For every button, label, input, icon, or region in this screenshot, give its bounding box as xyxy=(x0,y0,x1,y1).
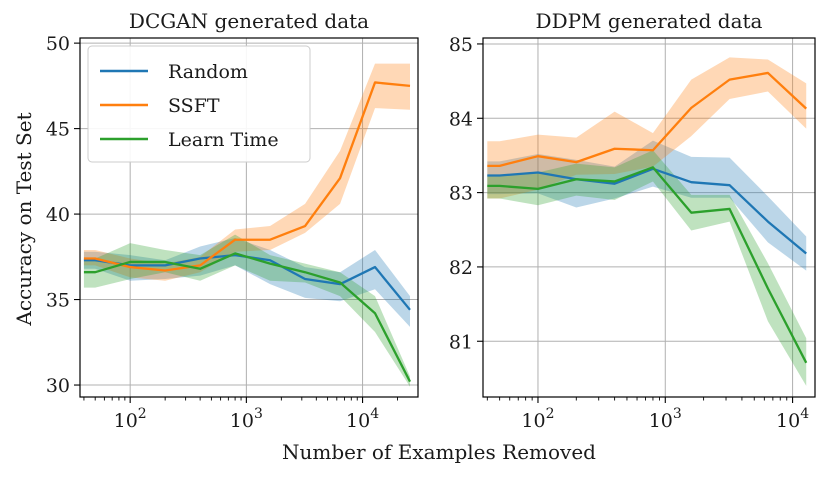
x-tick-label-base: 10 xyxy=(230,410,254,432)
y-tick-label: 83 xyxy=(449,183,473,205)
band-ssft xyxy=(487,57,807,199)
x-tick-label: 103 xyxy=(649,406,682,432)
axes-frame xyxy=(482,37,816,398)
x-tick-label-base: 10 xyxy=(521,410,545,432)
x-tick-label-base: 10 xyxy=(649,410,673,432)
band-learn_time xyxy=(83,234,411,387)
x-tick-label-exponent: 2 xyxy=(138,406,147,422)
x-tick-label-exponent: 3 xyxy=(254,406,263,422)
legend-label-ssft: SSFT xyxy=(168,95,220,117)
y-tick-label: 85 xyxy=(449,34,473,56)
y-tick-label: 45 xyxy=(46,119,70,141)
x-tick-label-base: 10 xyxy=(346,410,370,432)
axes-frame xyxy=(79,37,419,398)
x-tick-label-exponent: 4 xyxy=(370,406,379,422)
band-ssft xyxy=(83,63,411,281)
panel-title: DCGAN generated data xyxy=(129,9,369,33)
legend-label-learn_time: Learn Time xyxy=(168,129,279,151)
legend-box xyxy=(87,45,311,163)
band-random xyxy=(487,140,807,271)
y-tick-label: 40 xyxy=(46,204,70,226)
y-tick-label: 81 xyxy=(449,331,473,353)
x-tick-label-base: 10 xyxy=(776,410,800,432)
legend: Random SSFT Learn Time xyxy=(87,45,311,163)
x-axis-label: Number of Examples Removed xyxy=(282,440,596,464)
x-tick-label: 103 xyxy=(230,406,263,432)
y-tick-label: 84 xyxy=(449,108,473,130)
y-tick-label: 82 xyxy=(449,257,473,279)
x-tick-label: 104 xyxy=(776,406,809,432)
series-line-learn_time xyxy=(487,166,808,364)
x-tick-label-exponent: 4 xyxy=(800,406,809,422)
x-tick-label-exponent: 3 xyxy=(673,406,682,422)
series-line-random xyxy=(487,167,807,255)
x-tick-label-base: 10 xyxy=(114,410,138,432)
legend-label-random: Random xyxy=(168,61,248,83)
x-tick-label: 104 xyxy=(346,406,379,432)
series-line-learn_time xyxy=(83,252,412,383)
x-tick-label: 102 xyxy=(521,406,554,432)
x-tick-label-exponent: 2 xyxy=(546,406,555,422)
y-tick-label: 30 xyxy=(46,375,70,397)
y-axis-label: Accuracy on Test Set xyxy=(12,112,36,326)
y-tick-label: 50 xyxy=(46,33,70,55)
y-tick-label: 35 xyxy=(46,290,70,312)
x-tick-label: 102 xyxy=(114,406,147,432)
panel-title: DDPM generated data xyxy=(536,9,763,33)
band-random xyxy=(83,238,411,327)
series-line-ssft xyxy=(487,71,808,167)
